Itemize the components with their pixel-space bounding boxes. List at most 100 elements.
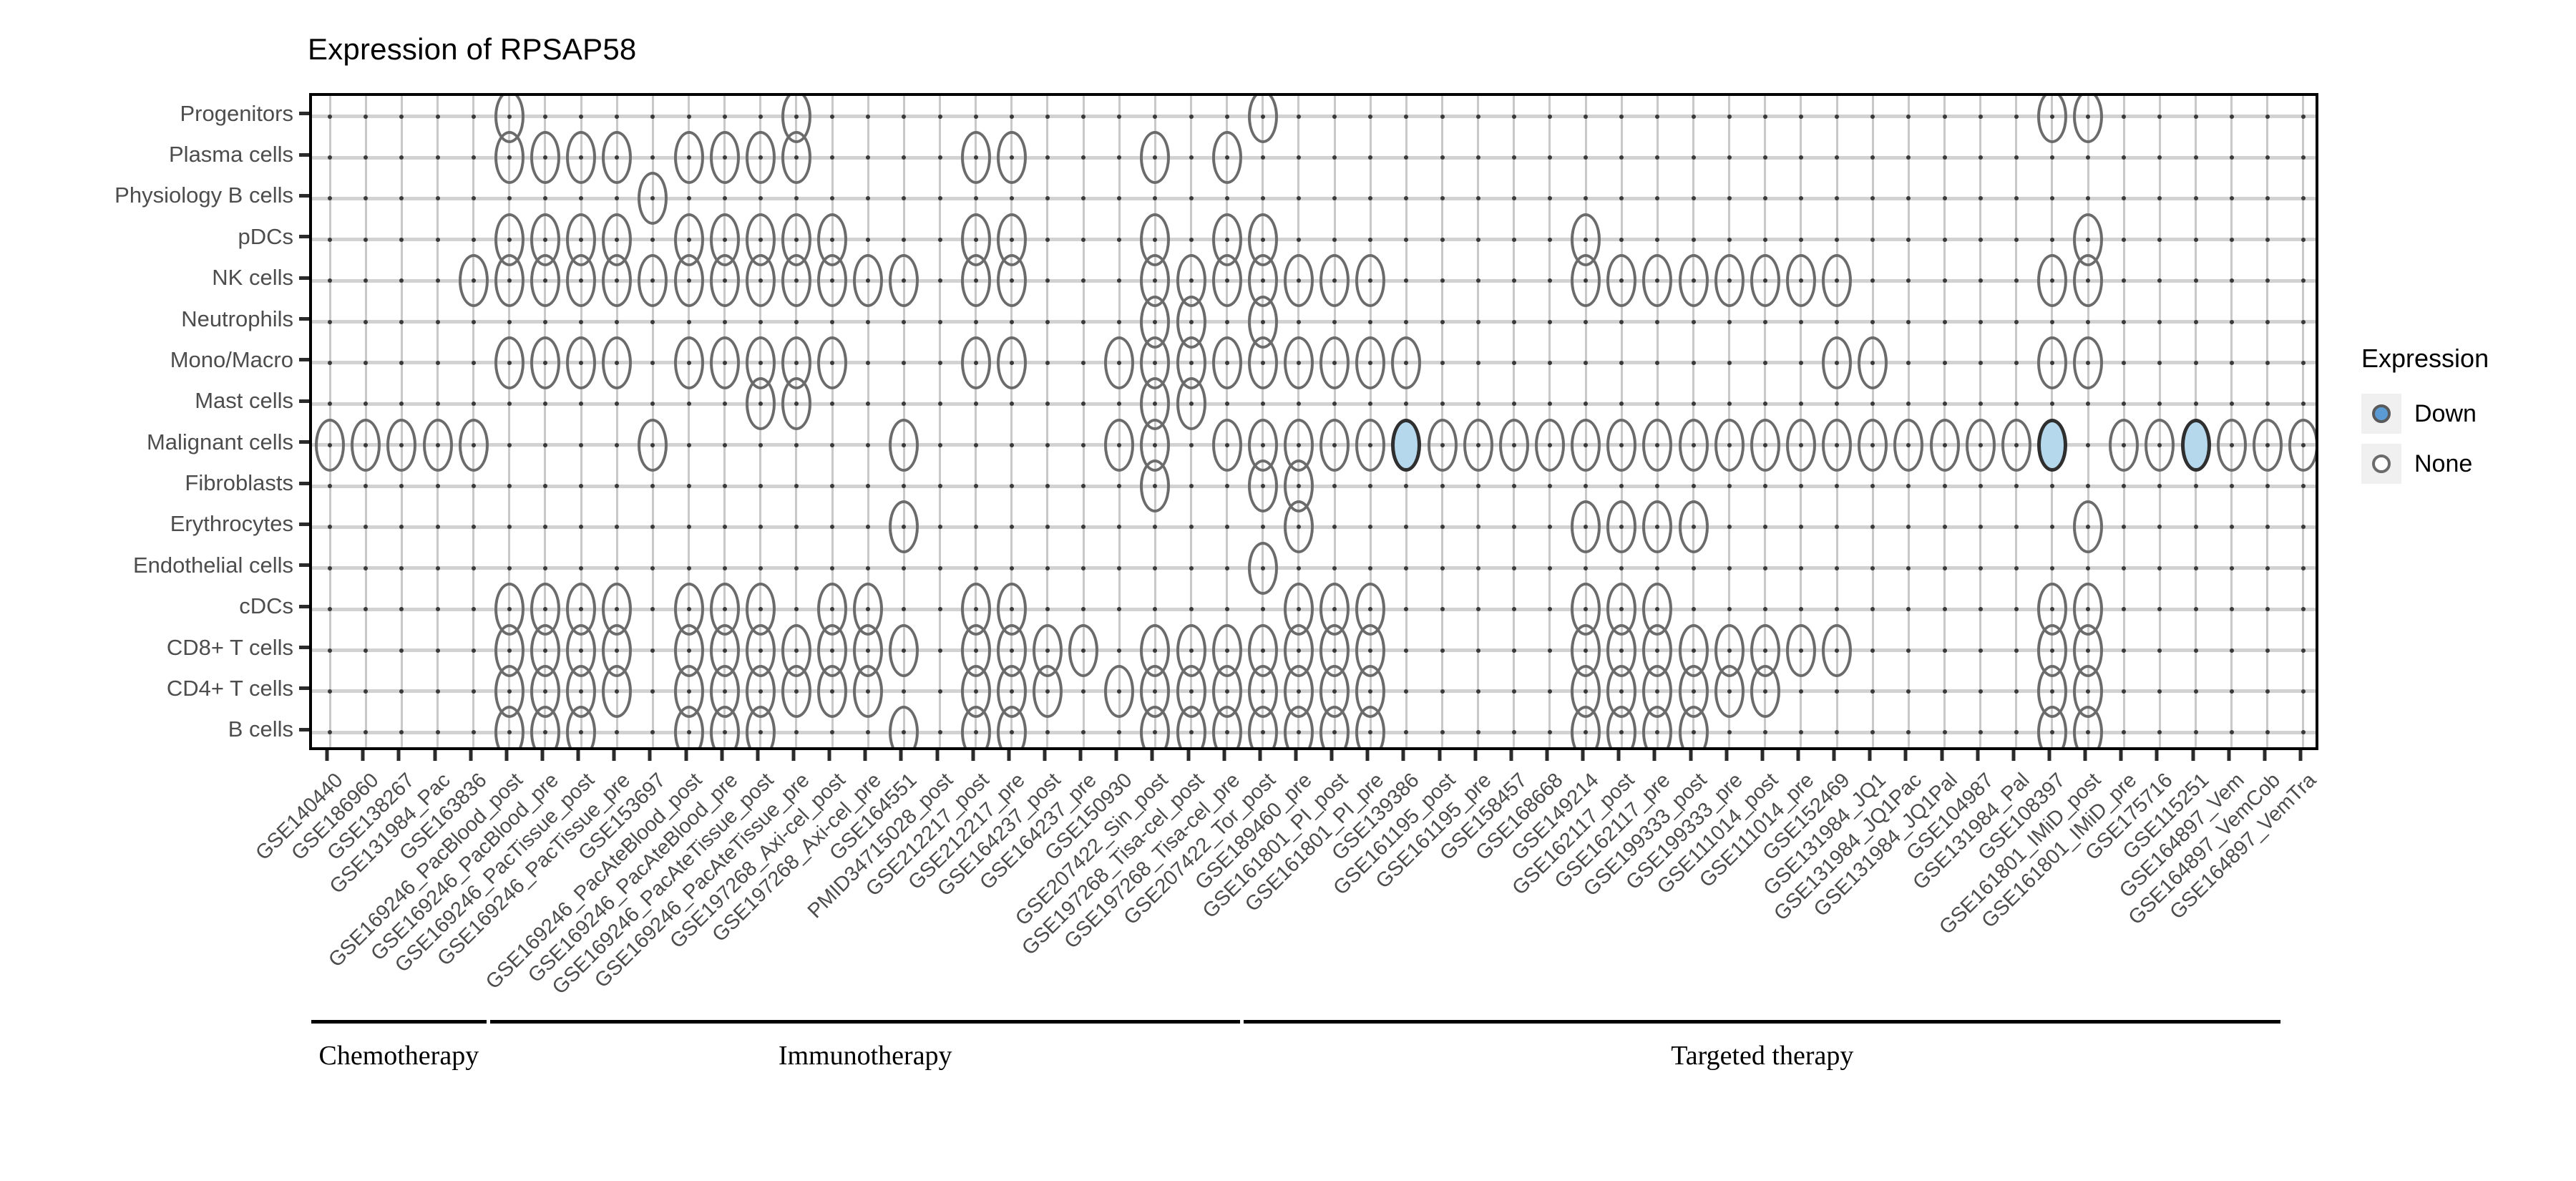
dot-cell[interactable] <box>458 418 489 472</box>
dot-cell[interactable] <box>1822 418 1853 472</box>
dot-cell[interactable] <box>1247 541 1278 595</box>
dot-cell[interactable] <box>745 131 776 185</box>
dot-cell[interactable] <box>1355 336 1386 389</box>
dot-cell[interactable] <box>1247 706 1278 747</box>
dot-cell[interactable] <box>889 706 919 747</box>
dot-cell[interactable] <box>1140 460 1171 513</box>
dot-cell[interactable] <box>1606 254 1637 308</box>
dot-cell[interactable] <box>2036 336 2067 389</box>
dot-cell[interactable] <box>530 336 560 389</box>
dot-cell[interactable] <box>602 254 633 308</box>
dot-cell[interactable] <box>1714 664 1745 718</box>
dot-cell[interactable] <box>889 254 919 308</box>
dot-cell[interactable] <box>2252 418 2283 472</box>
dot-cell[interactable] <box>494 706 525 747</box>
dot-cell[interactable] <box>1965 418 1996 472</box>
dot-cell[interactable] <box>745 377 776 431</box>
dot-cell[interactable] <box>853 664 884 718</box>
dot-cell[interactable] <box>1750 664 1780 718</box>
dot-cell[interactable] <box>1463 418 1493 472</box>
dot-cell[interactable] <box>638 418 668 472</box>
dot-cell[interactable] <box>530 706 560 747</box>
dot-cell[interactable] <box>1211 336 1242 389</box>
dot-cell[interactable] <box>2073 336 2104 389</box>
dot-cell[interactable] <box>996 254 1027 308</box>
dot-cell[interactable] <box>1785 254 1816 308</box>
dot-cell[interactable] <box>709 336 740 389</box>
dot-cell[interactable] <box>2109 418 2140 472</box>
dot-cell[interactable] <box>1534 418 1565 472</box>
dot-cell[interactable] <box>1104 336 1135 389</box>
dot-cell[interactable] <box>1391 336 1422 389</box>
dot-cell[interactable] <box>315 418 346 472</box>
dot-cell[interactable] <box>889 623 919 677</box>
dot-cell[interactable] <box>386 418 417 472</box>
dot-cell[interactable] <box>602 336 633 389</box>
dot-cell[interactable] <box>673 131 704 185</box>
dot-cell[interactable] <box>996 336 1027 389</box>
dot-cell[interactable] <box>709 254 740 308</box>
dot-cell[interactable] <box>1678 254 1709 308</box>
dot-cell[interactable] <box>2180 418 2211 472</box>
dot-cell[interactable] <box>745 254 776 308</box>
dot-cell[interactable] <box>1104 418 1135 472</box>
dot-cell[interactable] <box>781 254 811 308</box>
dot-cell[interactable] <box>494 131 525 185</box>
dot-cell[interactable] <box>1678 418 1709 472</box>
dot-cell[interactable] <box>960 131 991 185</box>
dot-cell[interactable] <box>1068 623 1099 677</box>
dot-cell[interactable] <box>1642 254 1673 308</box>
dot-cell[interactable] <box>2216 418 2247 472</box>
dot-cell[interactable] <box>1642 706 1673 747</box>
dot-cell[interactable] <box>1391 418 1422 472</box>
dot-cell[interactable] <box>817 664 848 718</box>
dot-cell[interactable] <box>673 254 704 308</box>
dot-cell[interactable] <box>1355 254 1386 308</box>
dot-cell[interactable] <box>351 418 381 472</box>
dot-cell[interactable] <box>1247 96 1278 143</box>
dot-cell[interactable] <box>709 706 740 747</box>
dot-cell[interactable] <box>1822 336 1853 389</box>
dot-cell[interactable] <box>638 254 668 308</box>
dot-cell[interactable] <box>1858 336 1888 389</box>
dot-cell[interactable] <box>996 706 1027 747</box>
dot-cell[interactable] <box>1211 706 1242 747</box>
dot-cell[interactable] <box>2288 418 2316 472</box>
dot-cell[interactable] <box>1785 418 1816 472</box>
dot-cell[interactable] <box>1678 706 1709 747</box>
dot-cell[interactable] <box>2036 418 2067 472</box>
dot-cell[interactable] <box>853 254 884 308</box>
dot-cell[interactable] <box>1498 418 1529 472</box>
dot-cell[interactable] <box>1750 254 1780 308</box>
dot-cell[interactable] <box>1642 500 1673 554</box>
dot-cell[interactable] <box>1319 336 1350 389</box>
dot-cell[interactable] <box>1571 418 1601 472</box>
dot-cell[interactable] <box>781 377 811 431</box>
dot-cell[interactable] <box>1714 254 1745 308</box>
dot-cell[interactable] <box>996 131 1027 185</box>
dot-cell[interactable] <box>530 254 560 308</box>
dot-cell[interactable] <box>1750 418 1780 472</box>
dot-cell[interactable] <box>2073 254 2104 308</box>
dot-cell[interactable] <box>2036 706 2067 747</box>
dot-cell[interactable] <box>1319 706 1350 747</box>
dot-cell[interactable] <box>817 336 848 389</box>
dot-cell[interactable] <box>889 500 919 554</box>
dot-cell[interactable] <box>422 418 453 472</box>
dot-cell[interactable] <box>960 336 991 389</box>
dot-cell[interactable] <box>1319 254 1350 308</box>
dot-cell[interactable] <box>1283 500 1314 554</box>
dot-cell[interactable] <box>1247 336 1278 389</box>
dot-cell[interactable] <box>1140 706 1171 747</box>
dot-cell[interactable] <box>2001 418 2031 472</box>
dot-cell[interactable] <box>1571 706 1601 747</box>
dot-cell[interactable] <box>1714 418 1745 472</box>
dot-cell[interactable] <box>1355 418 1386 472</box>
legend-item-down[interactable]: Down <box>2361 394 2489 434</box>
dot-cell[interactable] <box>1283 336 1314 389</box>
dot-cell[interactable] <box>2073 500 2104 554</box>
dot-cell[interactable] <box>2036 96 2067 143</box>
dot-cell[interactable] <box>602 664 633 718</box>
dot-cell[interactable] <box>1211 131 1242 185</box>
dot-cell[interactable] <box>1606 418 1637 472</box>
